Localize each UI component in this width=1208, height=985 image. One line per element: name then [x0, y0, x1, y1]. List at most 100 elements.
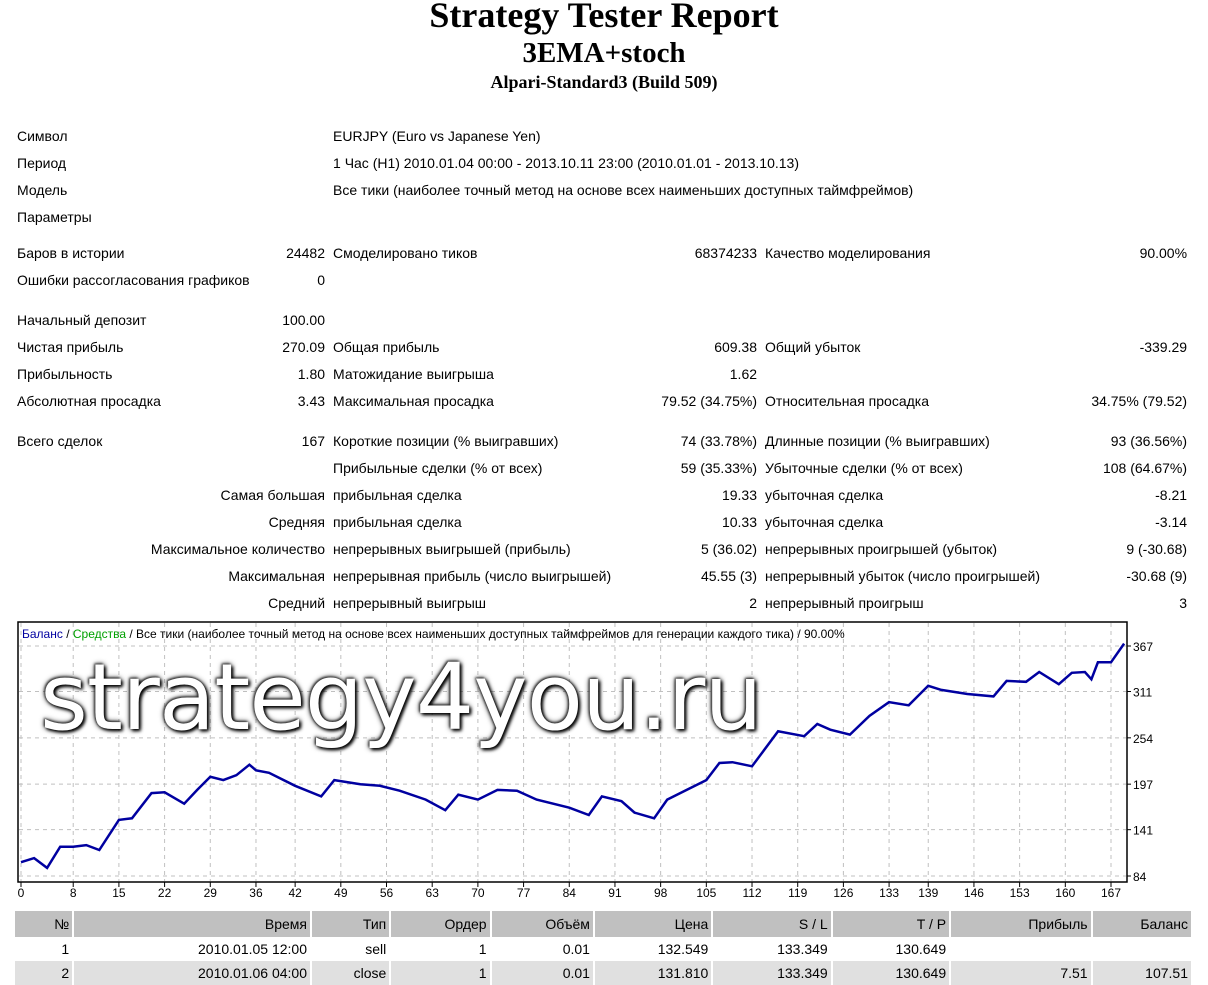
value: 24482 — [286, 244, 326, 261]
y-tick-label: 311 — [1133, 686, 1152, 700]
value: 90.00% — [1139, 244, 1188, 261]
label: Ошибки рассогласования графиков — [17, 271, 250, 288]
label: Чистая прибыль — [17, 338, 124, 355]
summary-table: Символ EURJPY (Euro vs Japanese Yen) Пери… — [13, 122, 1191, 616]
deal-row: 1 2010.01.05 12:00 sell 1 0.01 132.549 133.349… — [15, 937, 1191, 961]
label: Всего сделок — [17, 432, 103, 449]
column-header: № — [15, 911, 73, 937]
x-tick-label: 112 — [742, 886, 761, 900]
value: 74 (33.78%) — [680, 432, 758, 449]
value: 5 (36.02) — [700, 540, 758, 557]
x-tick-label: 146 — [964, 886, 984, 900]
value: -8.21 — [1155, 486, 1188, 503]
x-tick-label: 98 — [654, 886, 668, 900]
row-maximal: Максимальная непрерывная прибыль (число … — [13, 562, 1191, 589]
deal-cell: 133.349 — [713, 961, 831, 985]
y-tick-label: 141 — [1133, 824, 1153, 838]
x-tick-label: 8 — [70, 886, 77, 900]
legend-balance: Баланс — [22, 627, 63, 641]
row-mismatch: Ошибки рассогласования графиков 0 — [13, 266, 1191, 293]
label: непрерывный проигрыш — [765, 594, 924, 611]
label: непрерывных проигрышей (убыток) — [765, 540, 998, 557]
label: прибыльная сделка — [333, 486, 462, 503]
y-tick-label: 84 — [1133, 870, 1147, 884]
value: 1.80 — [297, 365, 326, 382]
value: -3.14 — [1155, 513, 1188, 530]
deal-cell: 130.649 — [895, 941, 947, 957]
value: -30.68 (9) — [1126, 567, 1188, 584]
chart-legend: Баланс / Средства / Все тики (наиболее т… — [22, 627, 845, 641]
x-tick-label: 119 — [788, 886, 807, 900]
deal-cell: 107.51 — [1092, 961, 1191, 985]
label: Прибыльность — [17, 365, 113, 382]
label: Самая большая — [220, 486, 326, 503]
value: 2 — [749, 594, 758, 611]
row-deposit: Начальный депозит 100.00 — [13, 306, 1191, 333]
value: 167 — [301, 432, 326, 449]
label: Средний — [268, 594, 326, 611]
x-tick-label: 133 — [879, 886, 899, 900]
value: 3 — [1179, 594, 1188, 611]
value: EURJPY (Euro vs Japanese Yen) — [333, 127, 541, 144]
label: Смоделировано тиков — [333, 244, 478, 261]
column-header: Объём — [491, 911, 593, 937]
deal-cell: 2010.01.05 12:00 — [198, 941, 307, 957]
label: Матожидание выигрыша — [333, 365, 494, 382]
deal-cell: 2010.01.06 04:00 — [74, 961, 310, 985]
deal-cell: sell — [365, 941, 387, 957]
deal-cell: 1 — [391, 961, 490, 985]
row-total: Всего сделок 167 Короткие позиции (% выиг… — [13, 427, 1191, 454]
label: непрерывный выигрыш — [333, 594, 486, 611]
deal-cell: 1 — [61, 941, 70, 957]
label: Средняя — [268, 513, 326, 530]
label: Относительная просадка — [765, 392, 930, 409]
value: 10.33 — [721, 513, 758, 530]
x-tick-label: 84 — [563, 886, 577, 900]
x-tick-label: 91 — [608, 886, 622, 900]
x-tick-label: 22 — [158, 886, 172, 900]
row-period: Период 1 Час (H1) 2010.01.04 00:00 - 2013… — [13, 149, 1191, 176]
x-tick-label: 49 — [334, 886, 348, 900]
label: Модель — [17, 181, 68, 198]
balance-chart: Баланс / Средства / Все тики (наиболее т… — [17, 621, 1153, 900]
plot-frame — [17, 621, 1128, 883]
label: непрерывная прибыль (число выигрышей) — [333, 567, 612, 584]
x-tick-label: 126 — [833, 886, 853, 900]
label: Прибыльные сделки (% от всех) — [333, 459, 543, 476]
value: 3.43 — [297, 392, 326, 409]
balance-line — [20, 642, 1126, 870]
value: 609.38 — [714, 338, 758, 355]
value: 79.52 (34.75%) — [661, 392, 758, 409]
deal-cell: 0.01 — [562, 941, 590, 957]
deal-cell: 131.810 — [594, 961, 712, 985]
label: Убыточные сделки (% от всех) — [765, 459, 963, 476]
value: Все тики (наиболее точный метод на основ… — [333, 181, 914, 198]
x-tick-label: 70 — [471, 886, 485, 900]
server-build: Alpari-Standard3 (Build 509) — [490, 72, 718, 92]
label: Общий убыток — [765, 338, 861, 355]
row-net: Чистая прибыль 270.09 Общая прибыль 609.38… — [13, 333, 1191, 360]
deal-cell: 133.349 — [777, 941, 828, 957]
deal-cell — [1093, 937, 1191, 961]
value: -339.29 — [1139, 338, 1188, 355]
x-tick-label: 56 — [380, 886, 394, 900]
label: Символ — [17, 127, 68, 144]
x-tick-label: 160 — [1055, 886, 1075, 900]
deal-cell — [951, 937, 1090, 961]
x-tick-label: 105 — [696, 886, 716, 900]
deal-row: 2 2010.01.06 04:00 close 1 0.01 131.810 133.34… — [15, 961, 1191, 985]
grid — [19, 623, 1126, 881]
row-max-count: Максимальное количество непрерывных выиг… — [13, 535, 1191, 562]
label: Параметры — [17, 208, 92, 225]
label: Длинные позиции (% выигравших) — [765, 432, 990, 449]
value: 93 (36.56%) — [1110, 432, 1188, 449]
value: 1.62 — [729, 365, 758, 382]
x-tick-label: 139 — [918, 886, 938, 900]
x-tick-label: 63 — [426, 886, 440, 900]
value: 19.33 — [721, 486, 758, 503]
label: Максимальная просадка — [333, 392, 494, 409]
x-tick-label: 153 — [1010, 886, 1030, 900]
report-title: Strategy Tester Report — [429, 0, 779, 35]
x-tick-label: 0 — [18, 886, 25, 900]
